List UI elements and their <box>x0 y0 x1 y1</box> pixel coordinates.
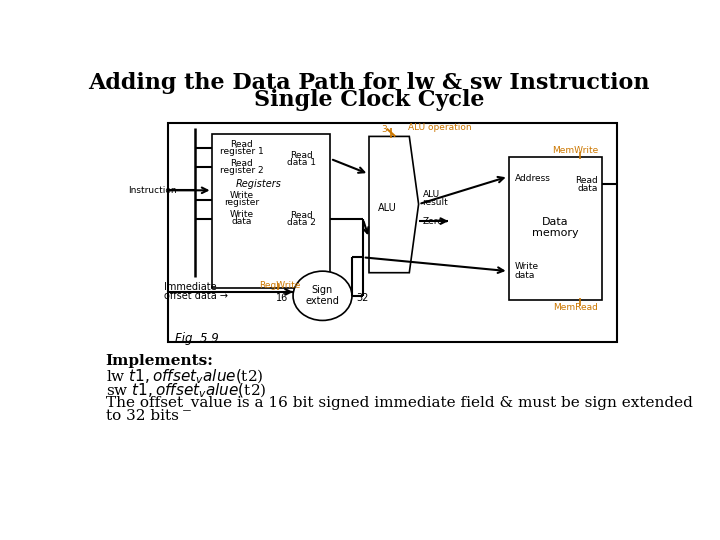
Text: Sign: Sign <box>312 286 333 295</box>
Text: 3: 3 <box>381 125 387 134</box>
Text: MemWrite: MemWrite <box>552 146 598 155</box>
Bar <box>508 157 601 300</box>
Text: data 1: data 1 <box>287 158 316 167</box>
Text: RegWrite: RegWrite <box>259 281 300 291</box>
Text: 16: 16 <box>276 293 288 303</box>
Text: data: data <box>232 218 252 226</box>
Text: Address: Address <box>515 174 551 183</box>
Text: Write: Write <box>230 191 254 200</box>
Text: Registers: Registers <box>236 179 282 189</box>
Text: data: data <box>577 184 598 193</box>
Text: Single Clock Cycle: Single Clock Cycle <box>253 90 485 111</box>
Text: Implements:: Implements: <box>106 354 213 368</box>
Bar <box>168 123 617 342</box>
Text: extend: extend <box>305 296 339 306</box>
Text: Read: Read <box>290 211 313 220</box>
Text: Instruction: Instruction <box>127 186 176 195</box>
Text: Read: Read <box>230 159 253 168</box>
Text: Immediate: Immediate <box>163 281 216 292</box>
Text: The offset_value is a 16 bit signed immediate field & must be sign extended: The offset_value is a 16 bit signed imme… <box>106 395 693 410</box>
Text: lw $t1, offset_value($t2): lw $t1, offset_value($t2) <box>106 367 263 386</box>
Text: ALU: ALU <box>378 203 397 213</box>
Bar <box>212 134 330 288</box>
Text: Zero: Zero <box>423 217 444 226</box>
Text: memory: memory <box>531 228 578 238</box>
Text: Read: Read <box>575 176 598 185</box>
Text: data 2: data 2 <box>287 218 316 227</box>
Polygon shape <box>369 137 418 273</box>
Text: result: result <box>423 198 449 207</box>
Text: Read: Read <box>230 140 253 150</box>
Text: MemRead: MemRead <box>554 303 598 312</box>
Text: ALU: ALU <box>423 191 440 199</box>
Text: register 1: register 1 <box>220 147 264 156</box>
Text: data: data <box>515 271 535 280</box>
Text: Read: Read <box>290 151 313 160</box>
Text: ALU operation: ALU operation <box>408 124 472 132</box>
Text: register 2: register 2 <box>220 166 264 175</box>
Text: sw $t1, offset_value($t2): sw $t1, offset_value($t2) <box>106 381 266 400</box>
Text: Fig. 5.9: Fig. 5.9 <box>175 332 219 345</box>
Text: Data: Data <box>541 217 568 227</box>
Text: Write: Write <box>515 262 539 271</box>
Text: to 32 bits: to 32 bits <box>106 409 179 423</box>
Text: Write: Write <box>230 211 254 219</box>
Text: Adding the Data Path for lw & sw Instruction: Adding the Data Path for lw & sw Instruc… <box>89 72 649 94</box>
Text: register: register <box>225 198 259 207</box>
Text: offset data →: offset data → <box>163 291 228 301</box>
Text: 32: 32 <box>356 293 369 303</box>
Ellipse shape <box>293 271 352 320</box>
